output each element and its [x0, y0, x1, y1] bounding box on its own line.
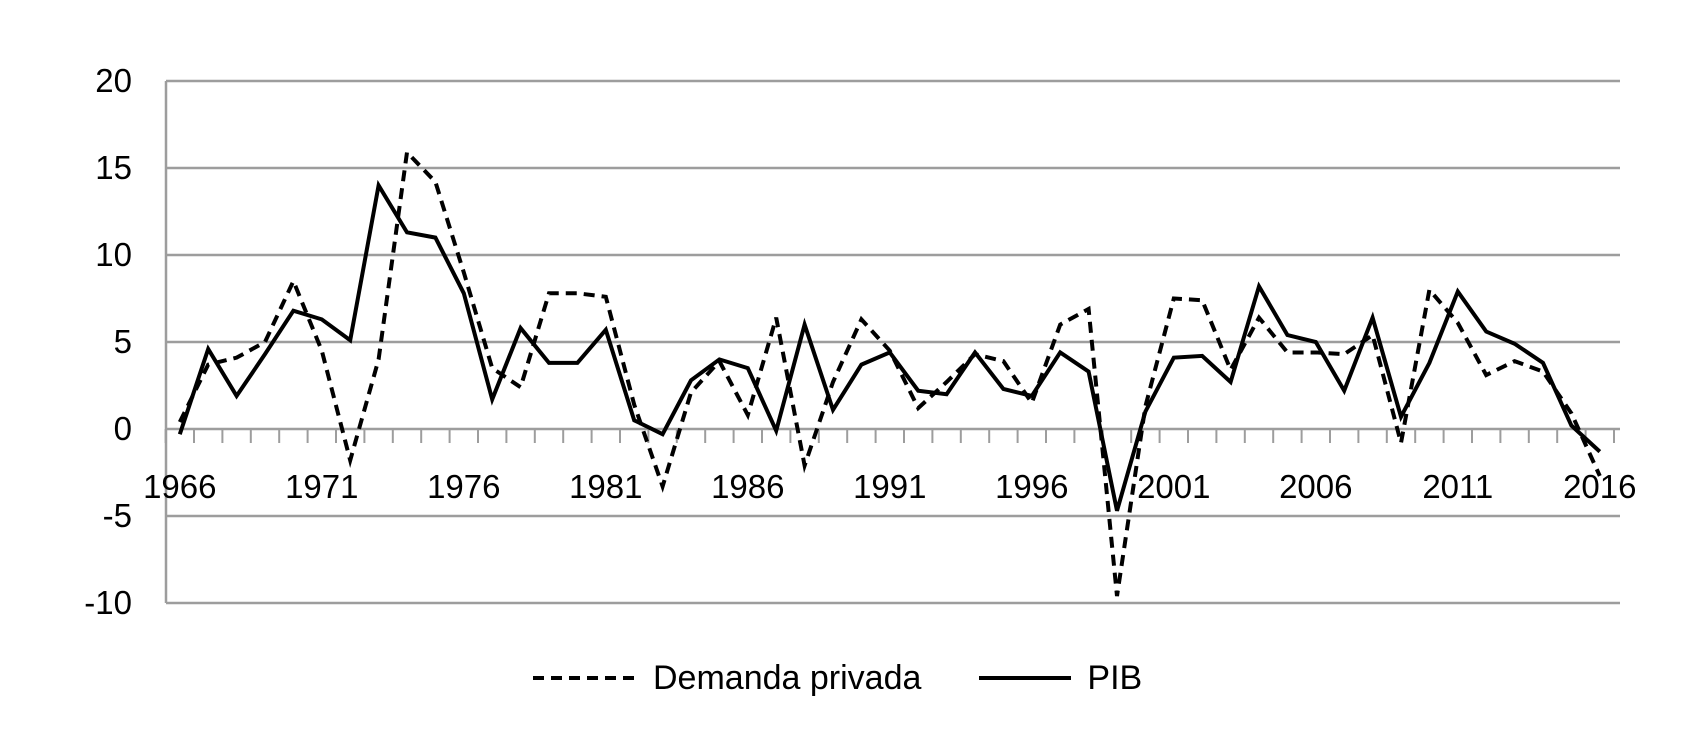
x-axis-label: 1996: [995, 468, 1069, 505]
x-axis-label: 2011: [1422, 468, 1494, 505]
x-axis-label: 2001: [1137, 468, 1211, 505]
y-axis-label: -10: [84, 584, 132, 621]
x-axis-label: 1986: [711, 468, 785, 505]
demanda-privada-line-sample-icon: [533, 676, 637, 680]
y-axis-label: -5: [102, 497, 132, 534]
y-axis-label: 15: [95, 149, 132, 186]
y-axis-label: 10: [95, 236, 132, 273]
y-axis-label: 20: [95, 62, 132, 99]
x-axis-label: 1976: [427, 468, 501, 505]
x-axis-label: 1981: [569, 468, 643, 505]
legend-label-demanda-privada: Demanda privada: [653, 658, 922, 697]
x-axis-label: 1966: [143, 468, 217, 505]
pib-line: [177, 179, 1602, 512]
y-axis-label: 5: [113, 323, 132, 360]
legend: Demanda privada PIB: [533, 650, 1142, 706]
y-axis-label: 0: [113, 410, 132, 447]
x-axis-label: 1971: [285, 468, 359, 505]
legend-label-pib: PIB: [1087, 658, 1143, 697]
x-axis-label: 2006: [1279, 468, 1353, 505]
x-axis-label: 1991: [853, 468, 927, 505]
pib-line-sample-icon: [979, 676, 1072, 680]
x-axis-label: 2016: [1563, 468, 1637, 505]
